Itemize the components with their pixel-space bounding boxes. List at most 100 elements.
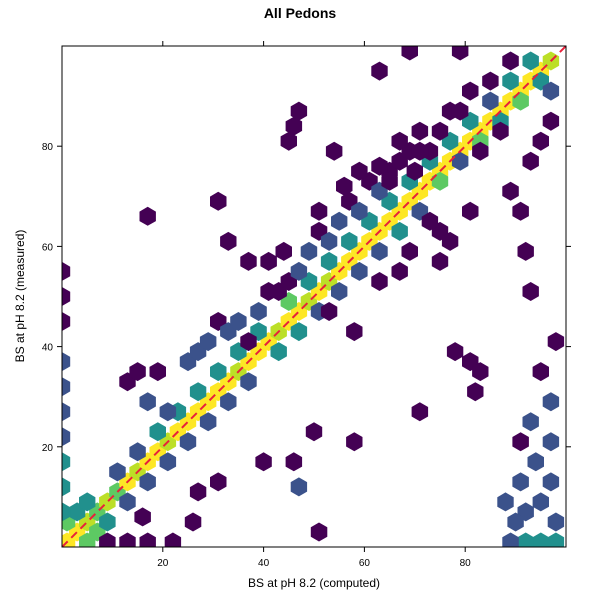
- x-axis-label: BS at pH 8.2 (computed): [248, 576, 380, 590]
- hexbin-cell: [351, 261, 368, 281]
- hexbin-cell: [240, 332, 257, 352]
- hexbin-cell: [164, 532, 182, 547]
- x-tick-label: 60: [359, 558, 371, 569]
- y-tick-label: 40: [42, 343, 54, 354]
- hexbin-cell: [62, 352, 71, 372]
- hexbin-cell: [320, 251, 338, 271]
- hexbin-cell: [401, 241, 418, 261]
- hexbin-cell: [305, 422, 323, 442]
- y-axis-label: BS at pH 8.2 (measured): [13, 230, 27, 363]
- hexbin-cell: [522, 151, 539, 171]
- y-tick-label: 80: [42, 142, 54, 153]
- hexbin-cell: [159, 402, 177, 422]
- hexbin-cell: [79, 492, 96, 512]
- hexbin-cell: [210, 191, 227, 211]
- hexbin-cell: [542, 81, 560, 101]
- x-tick-label: 40: [258, 558, 270, 569]
- hexbin-cell: [451, 101, 469, 121]
- hexbin-cell: [522, 51, 539, 71]
- hexbin-cell: [346, 432, 363, 452]
- hexbin-cell: [341, 231, 358, 251]
- hexbin-cell: [371, 61, 388, 81]
- hexbin-cell: [310, 201, 328, 221]
- hexbin-cell: [542, 392, 560, 412]
- hexbin-cell: [320, 302, 338, 321]
- hexbin-cell: [406, 161, 423, 181]
- hexbin-cell: [199, 412, 217, 432]
- hexbin-cell: [270, 342, 287, 362]
- hexbin-cell: [189, 482, 207, 502]
- hexbin-cell: [320, 231, 338, 251]
- hexbin-cell: [179, 432, 197, 452]
- hexbin-cell: [391, 261, 408, 281]
- hexbin-cell: [371, 241, 388, 261]
- hexbin-cell: [62, 427, 71, 447]
- hexbin-cell: [547, 512, 565, 532]
- hexbin-cell: [220, 392, 237, 412]
- hexbin-cell: [79, 532, 96, 547]
- hexbin-cell: [62, 312, 71, 331]
- hexbin-cell: [139, 472, 156, 492]
- hexbin-cell: [331, 211, 348, 231]
- hexbin-cell: [446, 342, 464, 362]
- hexbin-cell: [210, 472, 227, 492]
- hexbin-cell: [351, 201, 368, 221]
- hexbin-cell: [492, 121, 509, 141]
- hexbin-cell: [290, 261, 308, 281]
- hexbin-cell: [189, 382, 207, 402]
- hexbin-cell: [199, 332, 217, 352]
- hexbin-cell: [336, 176, 353, 196]
- hexbin-cell: [391, 221, 408, 241]
- hexbin-cell: [472, 141, 489, 161]
- hexbin-cell: [441, 231, 459, 251]
- hexbin-cell: [285, 452, 303, 472]
- hexbin-cell: [411, 141, 429, 161]
- hexbin-cell: [62, 377, 71, 397]
- hexbin-cell: [401, 46, 418, 61]
- hexbin-cell: [99, 532, 116, 547]
- x-axis: 20 40 60 80: [157, 41, 471, 569]
- hexbin-cell: [462, 201, 479, 221]
- hexbin-cell: [502, 51, 519, 71]
- hexbin-cell: [421, 211, 439, 231]
- hexbin-cell: [62, 261, 71, 281]
- hexbin-cell: [139, 392, 156, 412]
- hexbin-cell: [411, 402, 429, 422]
- hexbin-cell: [522, 412, 539, 432]
- hexbin-cell: [371, 156, 388, 176]
- hexbin-cell: [62, 502, 71, 522]
- hexbin-cell: [462, 81, 479, 101]
- hexbin-cell: [300, 241, 318, 261]
- hexbin-cell: [542, 472, 560, 492]
- hexbin-cell: [285, 116, 303, 136]
- one-to-one-reference-line: [62, 46, 566, 547]
- hexbin-cell: [255, 452, 272, 472]
- hexbin-cell: [371, 272, 388, 291]
- hexbin-cell: [290, 477, 308, 497]
- hexbin-cell: [502, 71, 519, 91]
- y-tick-label: 60: [42, 242, 54, 253]
- y-tick-label: 20: [42, 443, 54, 454]
- hexbin-cell: [290, 101, 308, 121]
- hexbin-cell: [260, 251, 277, 271]
- hexbin-cell: [431, 121, 449, 141]
- hexbin-cell: [472, 362, 489, 382]
- hexbin-cell: [139, 206, 156, 226]
- hexbin-cell: [351, 161, 368, 181]
- hexbin-cell: [517, 241, 534, 261]
- hexbin-cell: [129, 442, 146, 462]
- hexbin-cell: [512, 432, 529, 452]
- hexbin-cell: [497, 492, 514, 512]
- hexbin-cell: [129, 362, 146, 382]
- y-axis: 20 40 60 80: [42, 142, 571, 454]
- hexbin-cell: [310, 522, 328, 542]
- hexbin-cell: [275, 241, 292, 261]
- hexbin-cell: [517, 532, 534, 547]
- hexbin-cell: [109, 462, 126, 482]
- hexbin-cell: [532, 131, 549, 151]
- hexbin-cell: [451, 151, 469, 171]
- hexbin-cell: [346, 322, 363, 342]
- hexbin-cell: [391, 131, 408, 151]
- hexbin-cell: [62, 287, 71, 306]
